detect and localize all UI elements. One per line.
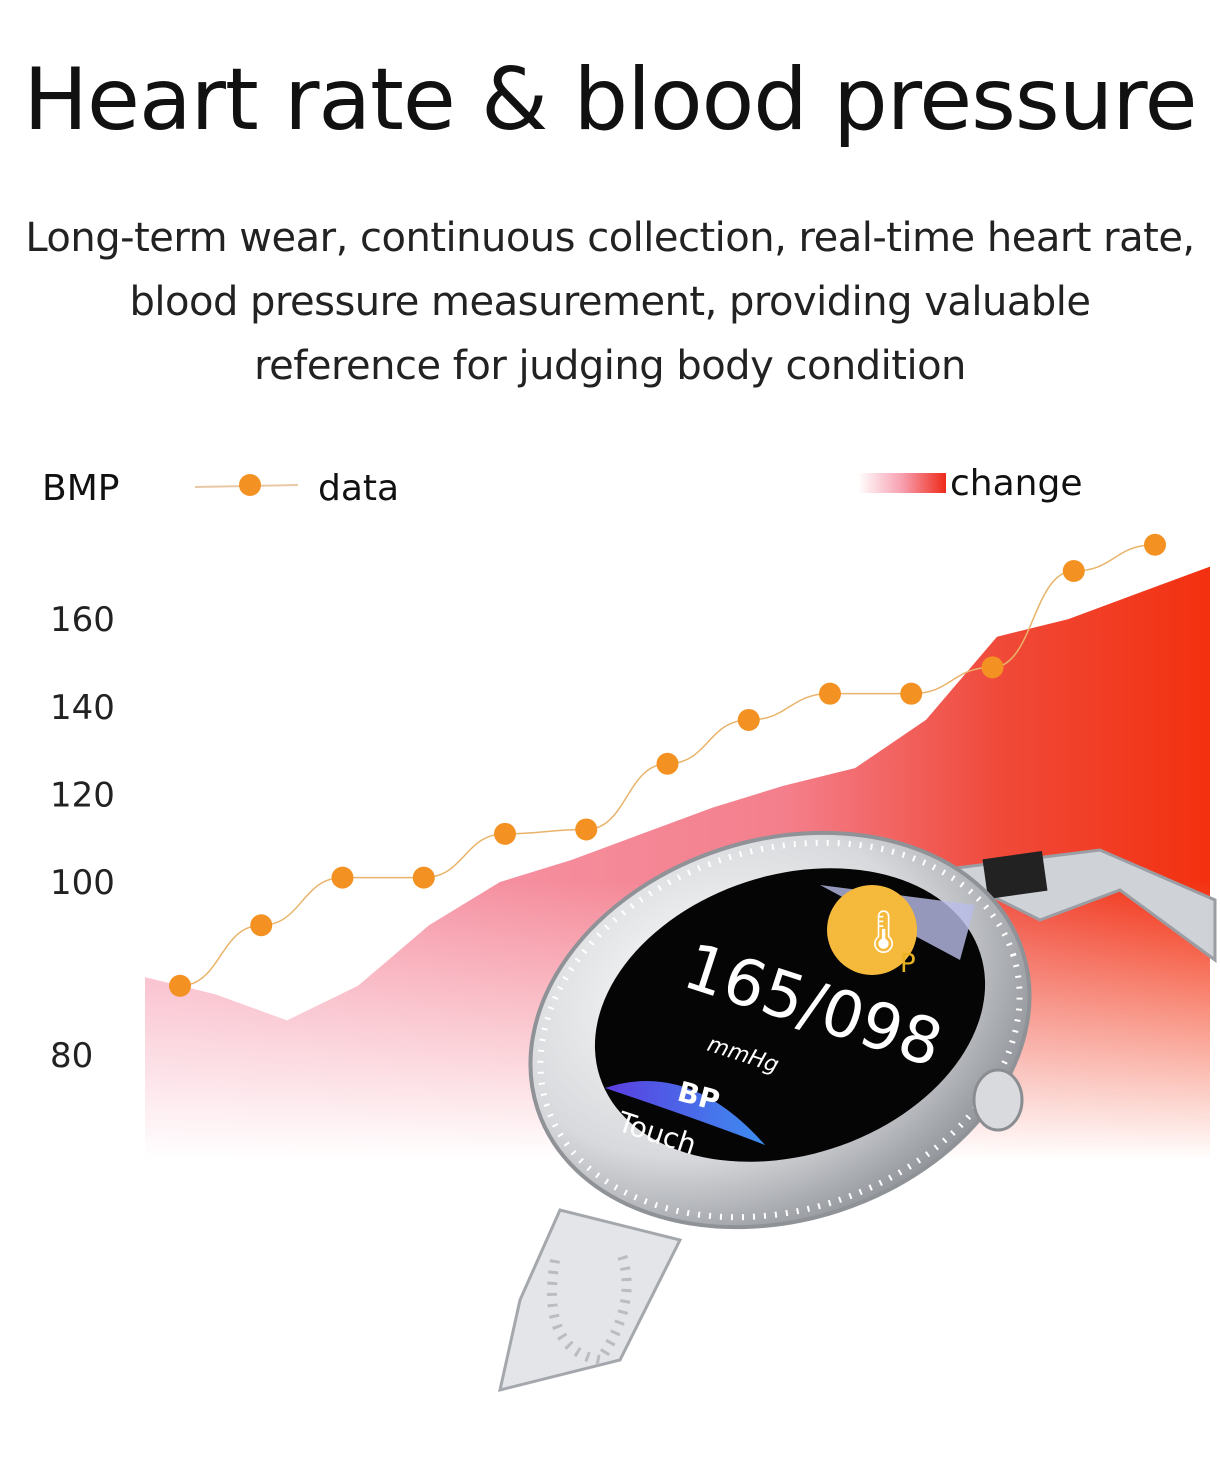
data-point (169, 974, 191, 997)
legend-change-swatch (858, 473, 946, 493)
y-tick-label: 140 (50, 688, 115, 728)
data-point (494, 822, 516, 845)
data-point (900, 682, 923, 705)
data-point (656, 752, 679, 775)
watch-crown-button (972, 1068, 1024, 1132)
thermometer-icon: 🌡 (857, 907, 910, 956)
data-point (331, 866, 354, 889)
legend-change-label: change (950, 463, 1083, 504)
data-point (575, 818, 598, 841)
subtitle: Long-term wear, continuous collection, r… (0, 206, 1220, 398)
legend-data-label: data (318, 468, 399, 509)
watch-thermometer-button (827, 885, 917, 975)
y-tick-label: 120 (50, 775, 115, 815)
data-point (1144, 533, 1166, 556)
smartwatch-image: 🌡 P 165/098 mmHg BP Touch (498, 830, 1217, 1393)
data-point (250, 914, 273, 937)
data-point (737, 708, 760, 731)
y-axis-label: BMP (42, 468, 119, 509)
subtitle-line: Long-term wear, continuous collection, r… (25, 215, 1195, 261)
subtitle-line: reference for judging body condition (254, 343, 966, 389)
watch-indicator: P (900, 949, 916, 979)
y-tick-label: 100 (50, 863, 115, 903)
data-point (1062, 560, 1085, 583)
y-tick-label: 80 (50, 1036, 93, 1076)
legend-data-marker (239, 474, 261, 496)
data-point (981, 656, 1004, 679)
watch-band-lower (498, 1208, 683, 1393)
data-point (412, 866, 435, 889)
watch-bezel-stones (537, 839, 1023, 1221)
page-title: Heart rate & blood pressure (23, 50, 1197, 150)
watch-bp-arc (605, 1081, 765, 1145)
data-point (819, 682, 841, 705)
watch-band-link (982, 851, 1048, 899)
y-tick-label: 160 (50, 600, 115, 640)
subtitle-line: blood pressure measurement, providing va… (129, 279, 1091, 325)
